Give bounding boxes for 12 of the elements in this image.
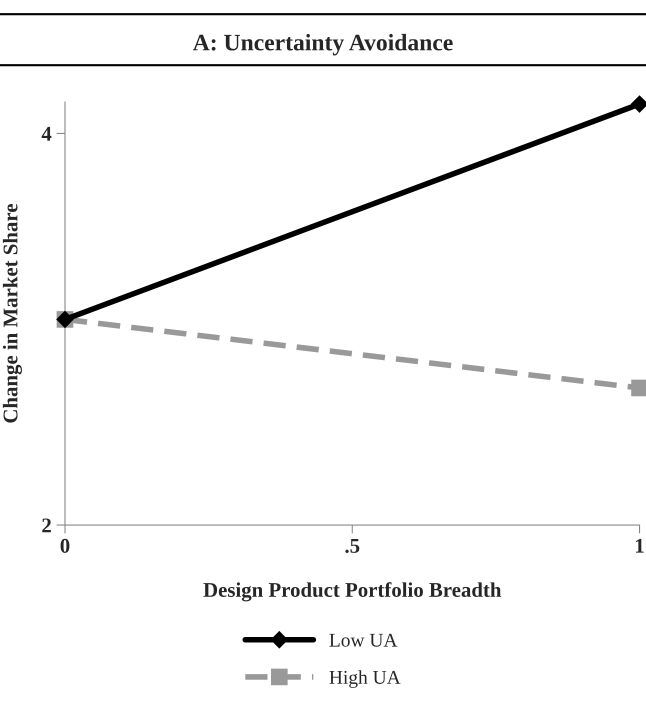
x-tick-label: .5 xyxy=(345,539,360,553)
point xyxy=(631,380,646,396)
legend-label: High UA xyxy=(329,670,401,688)
x-tick-label: 0 xyxy=(60,538,70,553)
y-tick-label: 2 xyxy=(42,518,51,532)
y-tick-label: 4 xyxy=(42,126,52,141)
point xyxy=(630,96,646,113)
legend-label: Low UA xyxy=(329,634,398,647)
y-axis-title: Change in Market Share xyxy=(2,204,22,423)
x-axis-title: Design Product Portfolio Breadth xyxy=(203,582,502,602)
chart-title: A: Uncertainty Avoidance xyxy=(192,34,453,56)
x-tick-label: 1 xyxy=(636,538,644,553)
